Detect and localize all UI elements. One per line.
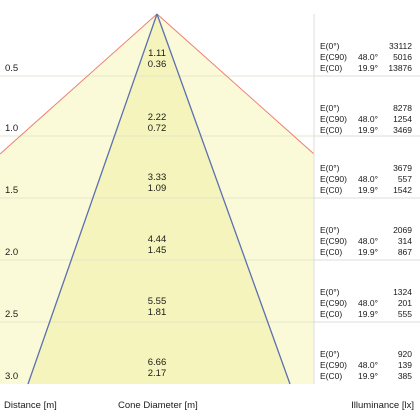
cone-diameter-c0: 0.72 [148,123,167,134]
ec90-value: 1254 [393,114,412,124]
c90-angle: 48.0° [358,52,378,62]
cone-diameter-c90: 4.44 [148,234,167,245]
ec0-value: 1542 [393,185,412,195]
ec90-label: E(C90) [320,52,347,62]
cone-diameter-c0: 0.36 [148,59,167,70]
ec90-label: E(C90) [320,114,347,124]
cone-diameter-c0: 1.09 [148,183,167,194]
c90-angle: 48.0° [358,298,378,308]
c0-angle: 19.9° [358,309,378,319]
ec90-label: E(C90) [320,236,347,246]
row-labels: 0.5 1.110.36 1.0 2.220.72 1.5 3.331.09 2.0 4.44… [5,48,166,382]
ec90-value: 557 [398,174,412,184]
cone-diameter-axis-label: Cone Diameter [m] [118,400,198,411]
c90-angle: 48.0° [358,174,378,184]
narrow-cone-area [28,14,290,384]
ec0-value: 867 [398,247,412,257]
e0-value: 2069 [393,225,412,235]
e0-value: 8278 [393,103,412,113]
illuminance-axis-label: Illuminance [lx] [351,400,414,411]
ec90-label: E(C90) [320,360,347,370]
e0-label: E(0°) [320,225,340,235]
ec90-label: E(C90) [320,298,347,308]
ec90-value: 139 [398,360,412,370]
beam-lines [0,13,315,385]
distance-value: 1.5 [5,185,18,196]
cone-edge-left [27,13,158,385]
cone-edge-right [156,13,291,385]
cone-diameter-c90: 5.55 [148,296,167,307]
e0-label: E(0°) [320,163,340,173]
ec0-value: 555 [398,309,412,319]
e0-value: 3679 [393,163,412,173]
ec90-value: 201 [398,298,412,308]
beam-edge-right [156,13,315,155]
cone-diameter-c90: 3.33 [148,172,167,183]
e0-label: E(0°) [320,41,340,51]
ec0-value: 13876 [388,63,412,73]
illuminance-panel: E(0°) 33112 E(C90) 48.0° 5016 E(C0) 19.9° 13876… [313,14,420,384]
ec90-label: E(C90) [320,174,347,184]
cone-diameter-c90: 6.66 [148,357,167,368]
ec0-value: 3469 [393,125,412,135]
c90-angle: 48.0° [358,114,378,124]
distance-value: 2.5 [5,309,18,320]
beam-edge-left [0,13,158,155]
distance-axis-label: Distance [m] [4,400,57,411]
e0-value: 33112 [389,41,412,51]
ec0-label: E(C0) [320,371,342,381]
c90-angle: 48.0° [358,236,378,246]
e0-label: E(0°) [320,287,340,297]
distance-value: 2.0 [5,247,18,258]
cone-diameter-c0: 1.45 [148,245,167,256]
footer-labels: Distance [m] Cone Diameter [m] Illuminan… [4,400,414,411]
c0-angle: 19.9° [358,185,378,195]
cone-diameter-c0: 2.17 [148,368,167,379]
ec0-label: E(C0) [320,63,342,73]
e0-value: 920 [398,349,412,359]
ec0-label: E(C0) [320,309,342,319]
ec0-label: E(C0) [320,185,342,195]
cone-diameter-c0: 1.81 [148,307,167,318]
distance-value: 0.5 [5,63,18,74]
ec90-value: 314 [398,236,412,246]
distance-value: 1.0 [5,123,18,134]
c0-angle: 19.9° [358,63,378,73]
e0-label: E(0°) [320,349,340,359]
c90-angle: 48.0° [358,360,378,370]
distance-value: 3.0 [5,371,18,382]
ec0-label: E(C0) [320,247,342,257]
c0-angle: 19.9° [358,247,378,257]
ec0-label: E(C0) [320,125,342,135]
ec90-value: 5016 [393,52,412,62]
cone-diameter-c90: 2.22 [148,112,167,123]
c0-angle: 19.9° [358,371,378,381]
ec0-value: 385 [398,371,412,381]
e0-value: 1324 [393,287,412,297]
c0-angle: 19.9° [358,125,378,135]
e0-label: E(0°) [320,103,340,113]
cone-diameter-c90: 1.11 [148,48,166,59]
